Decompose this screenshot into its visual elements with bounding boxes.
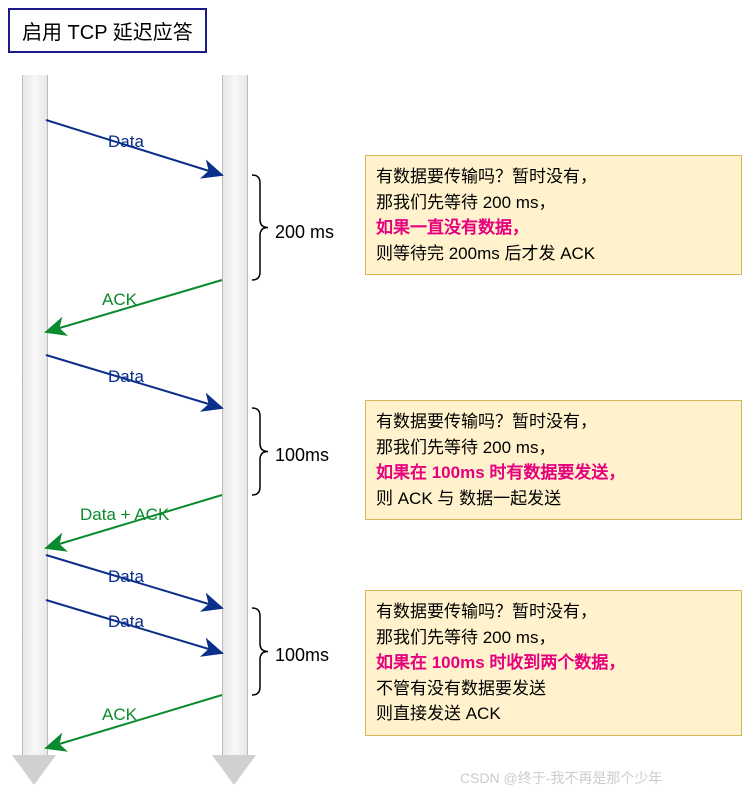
bracket-b1	[252, 175, 268, 280]
note-line: 如果在 100ms 时有数据要发送，	[376, 460, 731, 486]
note-line: 如果一直没有数据，	[376, 215, 731, 241]
note-line: 有数据要传输吗？暂时没有，	[376, 599, 731, 625]
note-n3: 有数据要传输吗？暂时没有，那我们先等待 200 ms，如果在 100ms 时收到…	[365, 590, 742, 736]
arrow-label-a6: Data	[108, 612, 144, 632]
note-n1: 有数据要传输吗？暂时没有，那我们先等待 200 ms，如果一直没有数据，则等待完…	[365, 155, 742, 275]
arrow-label-a1: Data	[108, 132, 144, 152]
duration-label-b3: 100ms	[275, 645, 329, 666]
note-line: 如果在 100ms 时收到两个数据，	[376, 650, 731, 676]
note-line: 有数据要传输吗？暂时没有，	[376, 409, 731, 435]
note-line: 则直接发送 ACK	[376, 701, 731, 727]
duration-label-b1: 200 ms	[275, 222, 334, 243]
arrow-label-a4: Data + ACK	[80, 505, 169, 525]
note-line: 则 ACK 与 数据一起发送	[376, 486, 731, 512]
note-line: 那我们先等待 200 ms，	[376, 190, 731, 216]
note-line: 那我们先等待 200 ms，	[376, 625, 731, 651]
note-n2: 有数据要传输吗？暂时没有，那我们先等待 200 ms，如果在 100ms 时有数…	[365, 400, 742, 520]
bracket-b2	[252, 408, 268, 495]
note-line: 那我们先等待 200 ms，	[376, 435, 731, 461]
arrow-label-a3: Data	[108, 367, 144, 387]
note-line: 则等待完 200ms 后才发 ACK	[376, 241, 731, 267]
note-line: 有数据要传输吗？暂时没有，	[376, 164, 731, 190]
arrow-label-a2: ACK	[102, 290, 137, 310]
watermark: CSDN @终于-我不再是那个少年	[460, 768, 662, 788]
bracket-b3	[252, 608, 268, 695]
arrow-label-a5: Data	[108, 567, 144, 587]
note-line: 不管有没有数据要发送	[376, 676, 731, 702]
arrow-label-a7: ACK	[102, 705, 137, 725]
duration-label-b2: 100ms	[275, 445, 329, 466]
